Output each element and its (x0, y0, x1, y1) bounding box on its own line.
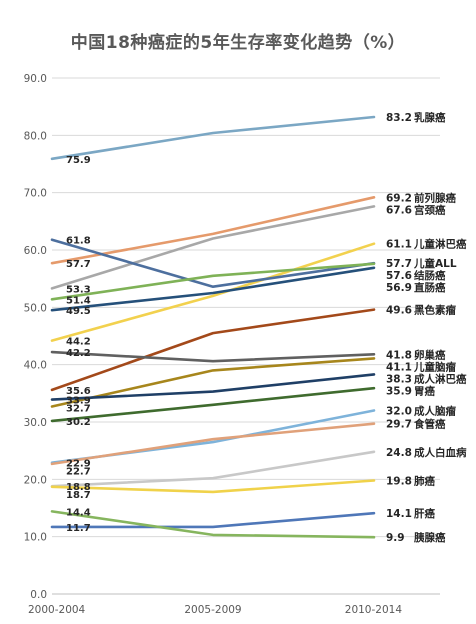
series-line (50, 308, 376, 392)
x-tick-label: 2005-2009 (184, 604, 241, 616)
x-tick-label: 2000-2004 (28, 604, 86, 616)
series-name-label: 直肠癌 (414, 281, 446, 294)
end-value-label: 56.9 (386, 282, 412, 294)
start-value-label: 57.7 (66, 259, 91, 270)
y-tick-label: 60.0 (24, 245, 47, 257)
series-line (50, 357, 376, 408)
end-value-label: 49.6 (386, 305, 412, 317)
series-name-label: 宫颈癌 (414, 203, 446, 216)
series-line (50, 422, 376, 466)
start-value-label: 11.7 (66, 523, 91, 534)
series-line (50, 350, 376, 363)
series-name-label: 成人淋巴癌 (414, 372, 467, 385)
start-value-label: 18.7 (66, 490, 91, 501)
end-value-label: 83.2 (386, 112, 412, 124)
start-value-label: 32.7 (66, 404, 91, 415)
series-line (50, 511, 376, 529)
y-tick-label: 10.0 (24, 532, 47, 544)
series-name-label: 前列腺癌 (414, 191, 456, 204)
start-value-label: 75.9 (66, 155, 91, 166)
series-line (50, 242, 376, 342)
series-name-label: 黑色素瘤 (414, 304, 456, 317)
x-tick-label: 2010-2014 (345, 604, 403, 616)
end-value-label: 38.3 (386, 373, 412, 385)
series-name-label: 儿童淋巴癌 (413, 238, 467, 251)
end-value-label: 41.1 (386, 361, 412, 373)
start-value-label: 44.2 (66, 337, 91, 348)
start-value-label: 18.8 (66, 482, 91, 493)
y-tick-label: 50.0 (24, 302, 47, 314)
series-line (50, 386, 376, 423)
series-line (50, 409, 376, 465)
start-value-label: 22.7 (66, 467, 91, 478)
y-tick-label: 30.0 (24, 417, 47, 429)
series-line (50, 262, 376, 301)
start-value-label: 49.5 (66, 306, 91, 317)
start-value-label: 22.9 (66, 459, 91, 470)
start-value-label: 61.8 (66, 236, 91, 247)
series-name-label: 乳腺癌 (414, 111, 446, 124)
series-line (50, 479, 376, 494)
end-value-label: 19.8 (386, 475, 412, 487)
series-name-label: 成人白血病 (414, 446, 467, 459)
y-tick-label: 80.0 (24, 130, 47, 142)
series-name-label: 胃癌 (414, 384, 435, 397)
end-value-label: 9.9 (386, 532, 405, 544)
series-name-label: 食管癌 (413, 418, 446, 431)
series-line (50, 373, 376, 401)
y-tick-label: 70.0 (24, 188, 47, 200)
end-value-label: 67.6 (386, 204, 412, 216)
end-value-label: 41.8 (386, 349, 412, 361)
end-value-label: 24.8 (386, 447, 412, 459)
end-value-label: 29.7 (386, 419, 412, 431)
series-name-label: 胰腺癌 (414, 531, 446, 544)
end-value-label: 69.2 (386, 192, 412, 204)
series-line (50, 510, 376, 539)
y-tick-label: 90.0 (24, 73, 47, 85)
series-line (50, 238, 376, 289)
start-value-label: 53.3 (66, 284, 91, 295)
series-line (50, 196, 376, 265)
end-value-label: 14.1 (386, 508, 412, 520)
y-tick-label: 0.0 (30, 589, 47, 601)
y-tick-label: 20.0 (24, 474, 47, 486)
start-value-label: 30.2 (66, 417, 91, 428)
series-line (50, 205, 376, 290)
series-name-label: 结肠癌 (414, 269, 446, 282)
series-name-label: 卵巢癌 (414, 348, 446, 361)
series-line (50, 450, 376, 488)
start-value-label: 14.4 (66, 507, 91, 518)
chart-title: 中国18种癌症的5年生存率变化趋势（%） (70, 33, 406, 53)
series-name-label: 肺癌 (414, 474, 435, 487)
series-name-label: 肝癌 (414, 507, 435, 520)
series-name-label: 儿童脑瘤 (413, 360, 456, 373)
series-line (50, 115, 376, 161)
series-line (50, 266, 376, 312)
y-tick-label: 40.0 (24, 360, 47, 372)
start-value-label: 51.4 (66, 295, 91, 306)
start-value-label: 42.2 (66, 348, 91, 359)
start-value-label: 35.6 (66, 386, 91, 397)
start-value-label: 33.9 (66, 396, 91, 407)
end-value-label: 61.1 (386, 239, 412, 251)
end-value-label: 57.6 (386, 270, 412, 282)
end-value-label: 35.9 (386, 385, 412, 397)
end-value-label: 57.7 (386, 258, 412, 270)
series-name-label: 成人脑瘤 (414, 405, 456, 418)
end-value-label: 32.0 (386, 406, 412, 418)
series-name-label: 儿童ALL (413, 257, 457, 270)
